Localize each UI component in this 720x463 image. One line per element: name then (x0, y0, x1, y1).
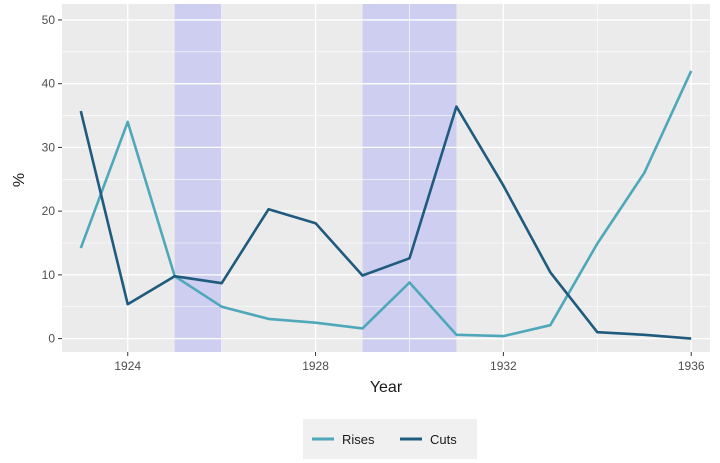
y-tick-label: 30 (42, 140, 56, 154)
y-tick-label: 20 (42, 204, 56, 218)
legend-label-rises: Rises (342, 432, 375, 447)
series-lines (79, 70, 693, 340)
y-tick-label: 10 (42, 268, 56, 282)
x-tick-label: 1924 (114, 359, 141, 373)
x-tick-label: 1936 (678, 359, 705, 373)
x-axis-title: Year (370, 379, 403, 396)
x-axis: 1924 1928 1932 1936 (114, 352, 705, 373)
y-tick-label: 0 (48, 332, 55, 346)
series-line-rises (79, 70, 693, 338)
grid-lines (62, 4, 710, 352)
y-axis-title: % (11, 173, 28, 187)
shaded-period-1 (174, 4, 222, 352)
y-tick-label: 50 (42, 13, 56, 27)
series-line-cuts (79, 105, 692, 340)
y-axis: 0 10 20 30 40 50 (42, 13, 62, 346)
y-tick-label: 40 (42, 77, 56, 91)
legend: Rises Cuts (312, 432, 457, 447)
shaded-periods (174, 4, 457, 352)
legend-label-cuts: Cuts (430, 432, 457, 447)
x-tick-label: 1932 (490, 359, 517, 373)
x-tick-label: 1928 (302, 359, 329, 373)
